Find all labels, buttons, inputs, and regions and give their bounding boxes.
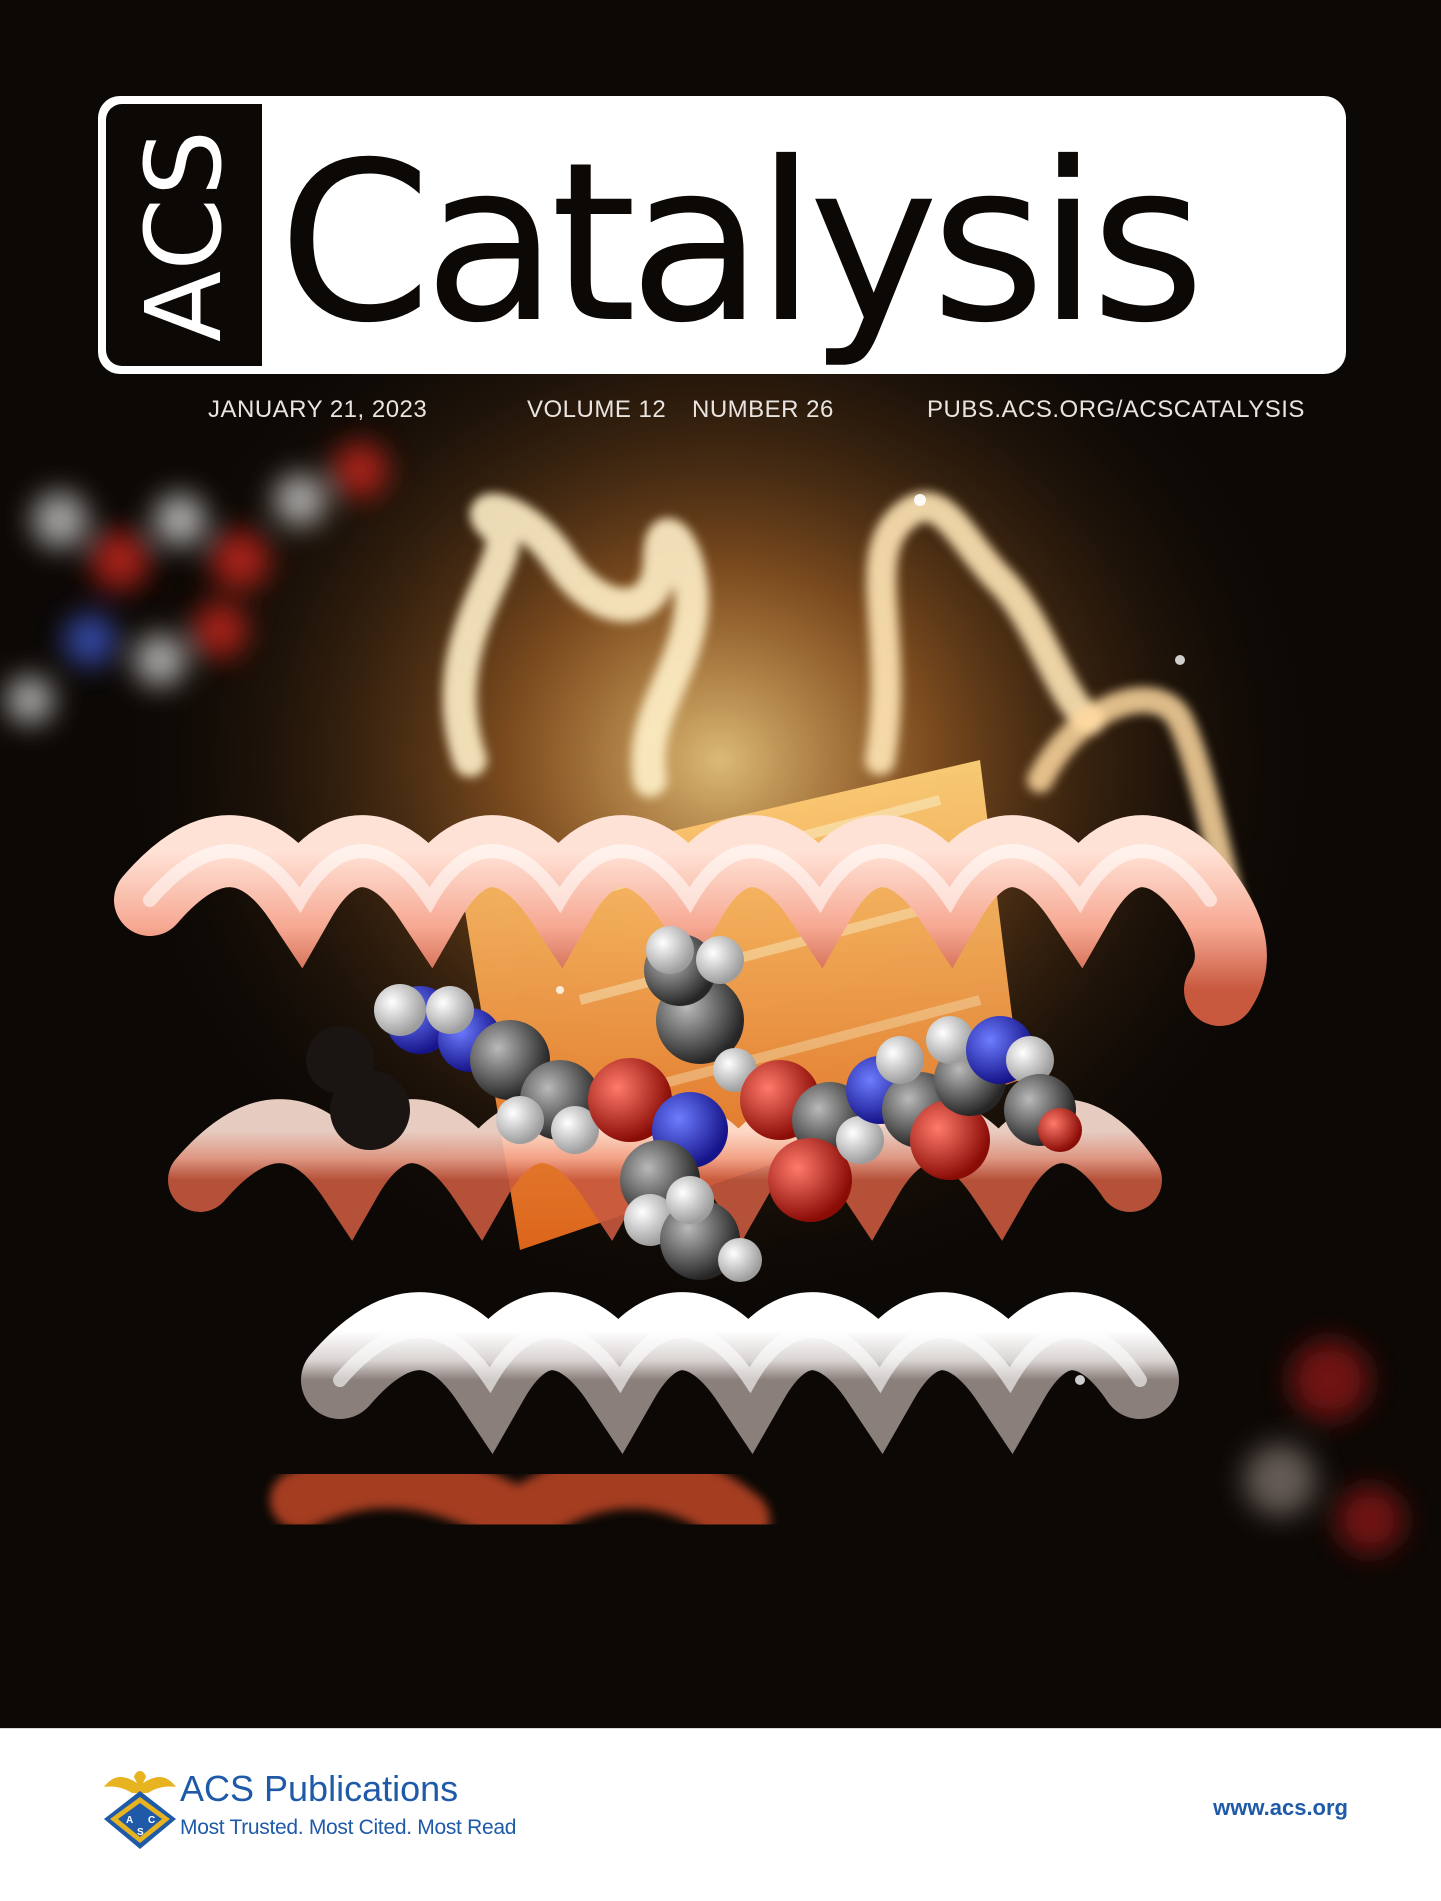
journal-url[interactable]: PUBS.ACS.ORG/ACSCATALYSIS (927, 396, 1305, 423)
protein-molecule-illustration (6, 200, 1404, 1556)
journal-title: Catalysis (278, 115, 1205, 371)
svg-text:C: C (148, 1815, 155, 1826)
issue-volume: VOLUME 12 (527, 396, 667, 423)
cover-page: ACS Catalysis JANUARY 21, 2023 VOLUME 12… (0, 0, 1441, 1728)
acs-eagle-seal-icon: A C S (104, 1771, 176, 1849)
masthead: ACS Catalysis (98, 96, 1346, 374)
svg-text:A: A (126, 1815, 133, 1826)
publisher-name: ACS Publications (180, 1768, 459, 1809)
svg-text:S: S (137, 1827, 144, 1838)
cover-footer: A C S ACS Publications Most Trusted. Mos… (0, 1728, 1441, 1901)
acs-website-link[interactable]: www.acs.org (1213, 1795, 1348, 1820)
issue-number: NUMBER 26 (692, 396, 834, 423)
acs-brand-block: ACS (106, 104, 262, 366)
acs-brand-text: ACS (123, 128, 245, 342)
publisher-tagline: Most Trusted. Most Cited. Most Read (180, 1816, 517, 1839)
issue-date: JANUARY 21, 2023 (208, 396, 428, 423)
